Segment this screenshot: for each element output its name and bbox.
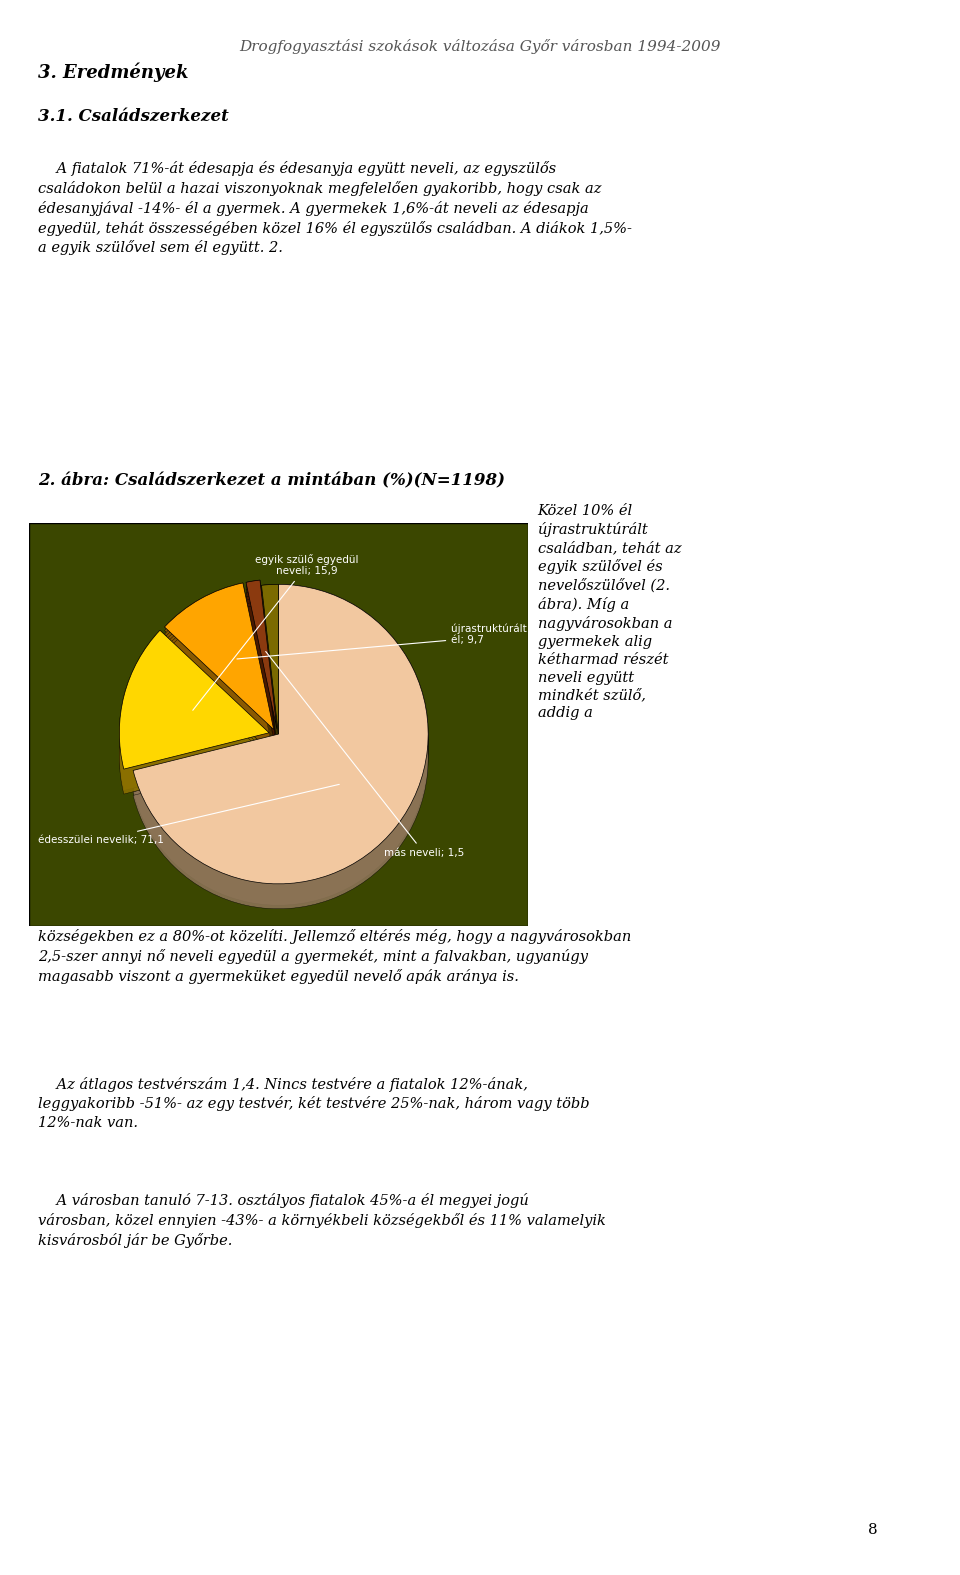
Wedge shape [119, 652, 269, 791]
Wedge shape [133, 610, 428, 909]
FancyBboxPatch shape [29, 523, 528, 926]
Wedge shape [133, 587, 428, 887]
Wedge shape [164, 591, 274, 737]
Wedge shape [261, 584, 278, 734]
Wedge shape [261, 610, 278, 759]
Wedge shape [133, 606, 428, 906]
Wedge shape [119, 638, 269, 776]
Wedge shape [246, 580, 276, 729]
Wedge shape [246, 591, 276, 740]
Wedge shape [246, 598, 276, 747]
Text: A fiatalok 71%-át édesapja és édesanyja együtt neveli, az egyszülős
családokon b: A fiatalok 71%-át édesapja és édesanyja … [38, 161, 633, 255]
Wedge shape [246, 605, 276, 754]
Wedge shape [164, 583, 274, 729]
Text: Közel 10% él
újrastruktúrált
családban, tehát az
egyik szülővel és
nevelőszülőve: Közel 10% él újrastruktúrált családban, … [538, 504, 682, 720]
Wedge shape [119, 647, 269, 788]
Text: más neveli; 1,5: más neveli; 1,5 [266, 652, 465, 858]
Wedge shape [261, 592, 278, 742]
Text: A városban tanuló 7-13. osztályos fiatalok 45%-a él megyei jogú
városban, közel : A városban tanuló 7-13. osztályos fiatal… [38, 1194, 607, 1247]
Wedge shape [133, 595, 428, 895]
Wedge shape [261, 602, 278, 751]
Wedge shape [246, 587, 276, 736]
Text: újrastruktúrált családban
él; 9,7: újrastruktúrált családban él; 9,7 [237, 624, 584, 658]
Wedge shape [261, 584, 278, 734]
Wedge shape [164, 605, 274, 751]
Wedge shape [164, 597, 274, 743]
Wedge shape [261, 595, 278, 745]
Text: 8: 8 [868, 1523, 877, 1537]
Wedge shape [164, 608, 274, 754]
Wedge shape [261, 587, 278, 737]
Wedge shape [164, 594, 274, 740]
Wedge shape [133, 584, 428, 884]
Wedge shape [119, 655, 269, 794]
Wedge shape [133, 602, 428, 902]
Text: 3. Eredmények: 3. Eredmények [38, 63, 189, 82]
Text: édesszülei nevelik; 71,1: édesszülei nevelik; 71,1 [38, 784, 339, 844]
Wedge shape [261, 598, 278, 748]
Wedge shape [119, 641, 269, 780]
Wedge shape [164, 600, 274, 747]
Wedge shape [164, 586, 274, 732]
Text: 3.1. Családszerkezet: 3.1. Családszerkezet [38, 109, 229, 126]
Wedge shape [133, 584, 428, 884]
Text: községekben ez a 80%-ot közelíti. Jellemző eltérés még, hogy a nagyvárosokban
2,: községekben ez a 80%-ot közelíti. Jellem… [38, 929, 632, 984]
Text: Drogfogyasztási szokások változása Győr városban 1994-2009: Drogfogyasztási szokások változása Győr … [239, 39, 721, 55]
Wedge shape [246, 584, 276, 732]
Wedge shape [119, 644, 269, 783]
Wedge shape [133, 592, 428, 891]
Wedge shape [261, 606, 278, 756]
Text: 2. ábra: Családszerkezet a mintában (%)(N=1198): 2. ábra: Családszerkezet a mintában (%)(… [38, 472, 505, 488]
Wedge shape [133, 598, 428, 898]
Wedge shape [119, 633, 269, 773]
Wedge shape [246, 594, 276, 743]
Wedge shape [246, 602, 276, 750]
Wedge shape [164, 583, 274, 729]
Wedge shape [119, 630, 269, 769]
Text: Az átlagos testvérszám 1,4. Nincs testvére a fiatalok 12%-ának,
leggyakoribb -51: Az átlagos testvérszám 1,4. Nincs testvé… [38, 1077, 590, 1129]
Wedge shape [246, 580, 276, 729]
Text: egyik szülő egyedül
neveli; 15,9: egyik szülő egyedül neveli; 15,9 [193, 554, 359, 710]
Wedge shape [119, 630, 269, 769]
